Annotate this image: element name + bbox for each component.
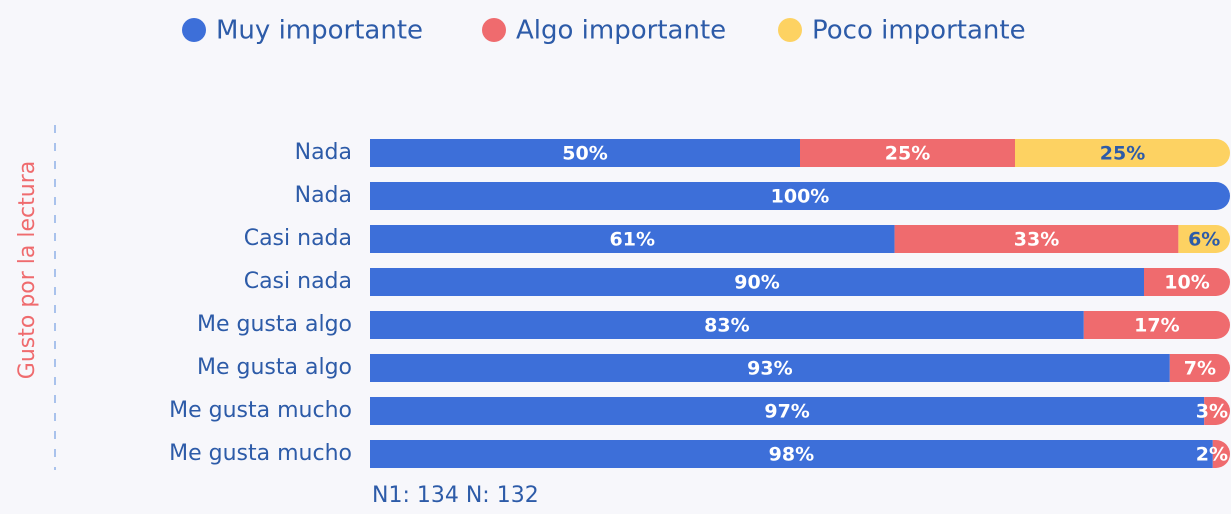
bar-segment <box>1178 225 1230 253</box>
value-label: 61% <box>610 229 655 251</box>
value-label: 50% <box>562 143 607 165</box>
category-label: Nada <box>295 183 352 208</box>
value-label: 90% <box>734 272 779 294</box>
value-label: 93% <box>747 358 792 380</box>
category-label: Casi nada <box>244 269 352 294</box>
bar-segment <box>1204 397 1230 425</box>
value-label: 33% <box>1014 229 1059 251</box>
category-label: Me gusta algo <box>197 312 352 337</box>
legend-swatch <box>482 18 506 42</box>
bar-segment <box>370 182 1230 210</box>
value-label: 97% <box>764 401 809 423</box>
bar-segment <box>1212 440 1230 468</box>
bar-row <box>370 225 1230 253</box>
axis-label: Gusto por la lectura <box>15 161 40 379</box>
note: N1: 134 N: 132 <box>372 483 539 508</box>
legend-label: Muy importante <box>216 16 423 46</box>
value-label: 10% <box>1164 272 1209 294</box>
legend-swatch <box>182 18 206 42</box>
category-label: Me gusta algo <box>197 355 352 380</box>
value-label: 3% <box>1196 401 1228 423</box>
bar-segment <box>1169 354 1230 382</box>
legend-swatch <box>778 18 802 42</box>
value-label: 98% <box>769 444 814 466</box>
bar-row <box>370 182 1230 210</box>
value-label: 100% <box>771 186 830 208</box>
bar-row <box>370 268 1230 296</box>
bar-row <box>370 311 1230 339</box>
category-label: Me gusta mucho <box>169 398 352 423</box>
bar-segment <box>370 354 1170 382</box>
value-label: 6% <box>1188 229 1220 251</box>
bar-row <box>370 139 1230 167</box>
bar-segment <box>370 397 1205 425</box>
value-label: 2% <box>1196 444 1228 466</box>
value-label: 25% <box>885 143 930 165</box>
bar-segment <box>894 225 1179 253</box>
legend-label: Poco importante <box>812 16 1026 46</box>
bar-segment <box>370 139 800 167</box>
value-label: 17% <box>1134 315 1179 337</box>
category-label: Casi nada <box>244 226 352 251</box>
legend-label: Algo importante <box>516 16 726 46</box>
bar-segment <box>1083 311 1230 339</box>
bar-segment <box>370 311 1084 339</box>
category-label: Me gusta mucho <box>169 441 352 466</box>
category-label: Nada <box>295 140 352 165</box>
bar-row <box>370 354 1230 382</box>
bar-segment <box>1015 139 1230 167</box>
value-label: 7% <box>1184 358 1216 380</box>
bar-segment <box>370 440 1213 468</box>
bar-segment <box>370 268 1144 296</box>
value-label: 83% <box>704 315 749 337</box>
bar-segment <box>800 139 1015 167</box>
value-label: 25% <box>1100 143 1145 165</box>
bar-segment <box>1144 268 1230 296</box>
bar-segment <box>370 225 895 253</box>
bar-row <box>370 397 1230 425</box>
bar-row <box>370 440 1230 468</box>
